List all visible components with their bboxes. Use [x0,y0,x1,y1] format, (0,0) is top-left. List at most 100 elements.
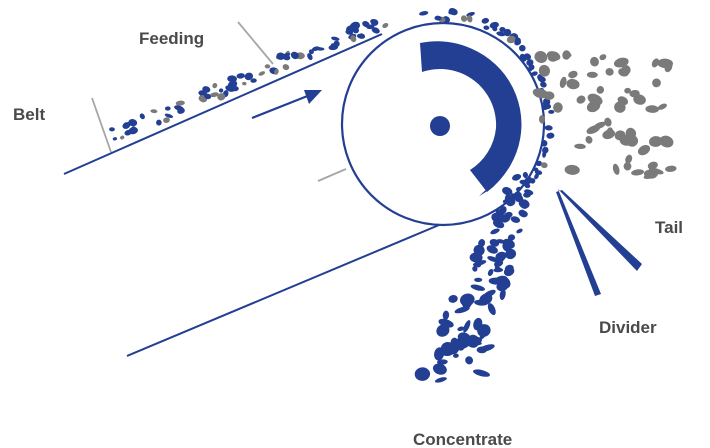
particle-stream [109,7,677,383]
tail-particle [613,57,629,68]
feed-particle [370,19,379,26]
drum-axle [430,116,450,136]
attached-particle [540,81,547,88]
attached-particle [548,109,555,114]
concentrate-particle [475,262,482,268]
concentrate-particle [478,239,486,248]
feed-particle [274,69,279,75]
drum-top-particle [466,15,473,23]
concentrate-particle [487,256,499,263]
attached-particle [526,59,534,66]
concentrate-particle [494,266,502,271]
concentrate-particle [510,216,521,223]
concentrate-particle [518,199,530,209]
tail-particle [665,165,677,172]
drum-leader [317,168,347,182]
attached-particle [528,64,533,72]
belt-leader [91,97,112,153]
tail-particle [604,117,612,127]
attached-particle [546,132,555,139]
feed-particle [227,80,238,89]
tail-particle [596,86,605,94]
feed-particle [212,82,218,89]
concentrate-particle [519,210,528,218]
tail-particle [652,78,661,88]
feed-particle [330,43,335,50]
attached-particle [534,170,543,175]
feed-particle [382,22,389,29]
tail-particle [631,169,645,176]
belt [63,33,471,357]
drum-top-particle [481,17,490,24]
drum-top-particle [489,21,499,29]
tail-particle [585,135,593,144]
tail-particle [645,105,659,113]
concentrate-particle [459,293,475,307]
feed-particle [209,92,219,98]
tail-particle [612,163,620,175]
tail-particle [576,95,586,104]
tail-particle [599,54,607,61]
tail-particle [586,71,598,78]
feed-particle [163,117,170,123]
feed-particle [331,36,340,41]
concentrate-particle [500,214,511,223]
concentrate-label: Concentrate [413,430,512,448]
feed-particle [112,137,118,141]
concentrate-particle [414,367,431,381]
feed-particle [356,33,366,39]
feed-particle [346,25,355,33]
drum-top-particle [434,15,442,21]
feed-particle [244,72,254,81]
tail-particle [602,129,616,140]
tail-particle [633,94,646,105]
tail-particle [623,162,632,171]
tail-particle [617,96,629,106]
drum-top-particle [419,11,429,16]
drum-top-particle [519,44,526,52]
concentrate-particle [487,303,496,316]
feed-particle [350,35,357,43]
tail-particle [647,161,658,170]
feed-particle [218,88,224,93]
attached-particle [541,140,548,147]
belt-upper-run [63,33,383,175]
tail-particle [605,68,614,76]
tail-particle [659,135,674,148]
concentrate-particle [512,173,522,181]
tail-particle [543,91,555,101]
feed-particle [164,106,171,111]
feed-particle [250,78,257,83]
concentrate-particle [474,277,483,282]
feed-particle [290,51,299,60]
concentrate-particle [524,189,534,196]
drum-top-particle [514,39,521,46]
feed-particle [120,135,125,140]
concentrate-particle [490,228,500,235]
concentrate-particle [504,264,514,272]
concentrate-particle [507,234,516,241]
concentrate-particle [495,251,507,261]
concentrate-particle [524,183,531,189]
feed-particle [128,119,138,127]
attached-particle [531,71,538,76]
concentrate-particle [471,340,482,346]
attached-particle [539,77,545,83]
tail-particle [625,154,633,164]
tail-particle [618,68,630,77]
feed-particle [109,127,115,132]
tail-particle [540,162,548,169]
feed-particle [308,49,314,55]
leader-lines [91,21,347,182]
feed-particle [352,27,359,34]
feed-particle [156,119,162,126]
concentrate-particle [499,206,507,215]
feed-particle [217,93,226,101]
concentrate-particle [441,348,450,356]
feed-particle [139,113,145,120]
concentrate-particle [442,310,450,320]
concentrate-particle [495,275,508,283]
tail-particle [657,103,667,110]
tail-particle [637,144,651,156]
